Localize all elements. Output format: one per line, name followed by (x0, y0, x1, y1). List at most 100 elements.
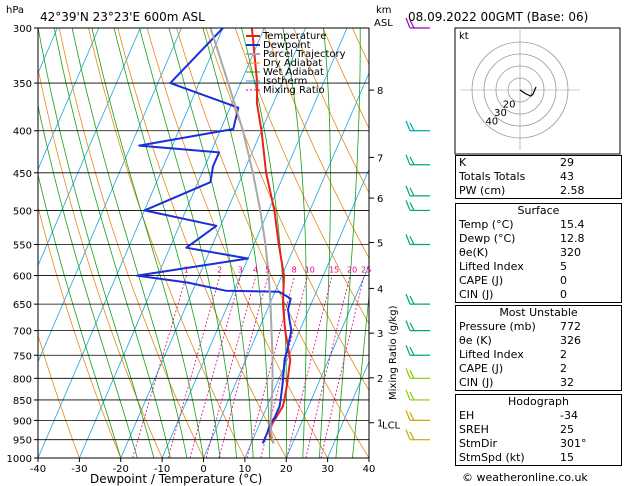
mixing-ratio-label: 4 (253, 266, 258, 275)
table-value: 32 (560, 376, 574, 389)
wind-barb (405, 320, 430, 332)
km-tick-label: 4 (377, 284, 383, 295)
credit: © weatheronline.co.uk (462, 471, 588, 484)
mixing-ratio-label: 10 (305, 266, 315, 275)
pressure-tick-label: 800 (13, 374, 32, 385)
table-label: EH (459, 409, 475, 422)
most-unstable-table: Most Unstable Pressure (mb) 772 θe (K) 326 L… (455, 305, 622, 391)
mixing-ratio-label: 8 (292, 266, 297, 275)
mixing-ratio-lines (132, 275, 365, 458)
table-row: Dewp (°C) 12.8 (456, 232, 621, 246)
x-tick-label: -20 (113, 464, 129, 475)
table-row: CAPE (J) 0 (456, 274, 621, 288)
wind-barb (405, 293, 430, 305)
table-row: θe(K) 320 (456, 246, 621, 260)
table-row: CIN (J) 32 (456, 376, 621, 390)
mixing-ratio-label: 1 (184, 266, 189, 275)
x-tick-label: 0 (200, 464, 206, 475)
mixing-ratio-line (205, 275, 257, 458)
x-tick-label: 10 (239, 464, 252, 475)
mixing-ratio-line (305, 275, 351, 458)
table-row: Lifted Index 2 (456, 348, 621, 362)
wind-barb (405, 429, 430, 441)
table-value: 320 (560, 246, 581, 259)
profiles (136, 28, 293, 444)
mixing-ratio-line (286, 275, 333, 458)
dry-adiabat-line (38, 333, 80, 458)
hodograph-ring-label: 20 (503, 99, 516, 110)
isotherm-line (244, 168, 369, 458)
table-row: θe (K) 326 (456, 334, 621, 348)
table-value: 15 (560, 451, 574, 464)
legend-entry: Dry Adiabat (263, 58, 322, 69)
table-label: CAPE (J) (459, 274, 504, 287)
table-value: 2.58 (560, 184, 585, 197)
legend-entry: Parcel Trajectory (263, 49, 346, 60)
km-tick-label: 6 (377, 194, 383, 205)
most-unstable-title: Most Unstable (499, 306, 578, 319)
legend-entry: Temperature (262, 31, 326, 42)
table-value: 25 (560, 423, 574, 436)
dry-adiabat-line (264, 28, 369, 259)
km-tick-label: 1 (377, 419, 383, 430)
dry-adiabat-line (58, 28, 204, 458)
pressure-tick-label: 600 (13, 272, 32, 283)
x-tick-label: 30 (321, 464, 334, 475)
table-row: CAPE (J) 2 (456, 362, 621, 376)
pressure-tick-label: 950 (13, 436, 32, 447)
wet-adiabat-line (38, 103, 138, 458)
km-tick-label: 2 (377, 374, 383, 385)
table-label: CIN (J) (459, 288, 494, 301)
surface-title: Surface (517, 204, 560, 217)
mixing-ratio-line (167, 275, 221, 458)
hodograph-ring-label: 30 (494, 108, 507, 119)
indices-table: K 29 Totals Totals 43 PW (cm) 2.58 (455, 155, 622, 199)
km-axis-label: km (376, 5, 392, 16)
wind-barbs (405, 17, 430, 441)
pressure-tick-label: 900 (13, 416, 32, 427)
table-value: 12.8 (560, 232, 585, 245)
table-label: K (459, 156, 467, 169)
hodograph-kt-label: kt (459, 31, 469, 42)
pressure-tick-label: 350 (13, 79, 32, 90)
mixing-ratio-line (320, 275, 365, 458)
wind-barb (405, 234, 430, 246)
mixing-ratio-label: 5 (265, 266, 270, 275)
table-value: 5 (560, 260, 567, 273)
table-label: SREH (459, 423, 489, 436)
wind-barb (405, 410, 430, 421)
km-tick-label: 7 (377, 153, 383, 164)
dry-adiabat-line (293, 28, 369, 194)
table-value: 43 (560, 170, 574, 183)
mixing-ratio-label: 20 (347, 266, 357, 275)
km-tick-label: 5 (377, 239, 383, 250)
isotherm-line (161, 28, 348, 458)
x-tick-label: 40 (363, 464, 376, 475)
pressure-tick-label: 650 (13, 300, 32, 311)
wet-adiabat-line (113, 28, 221, 458)
table-label: Totals Totals (459, 170, 526, 183)
location-title: 42°39'N 23°23'E 600m ASL (40, 10, 205, 24)
table-label: CAPE (J) (459, 362, 504, 375)
wet-adiabat-line (168, 28, 254, 458)
table-label: StmDir (459, 437, 498, 450)
isotherm-line (203, 72, 369, 458)
isobars (38, 28, 369, 458)
pressure-tick-label: 850 (13, 396, 32, 407)
wind-barb (405, 154, 430, 166)
table-value: 0 (560, 288, 567, 301)
table-value: 2 (560, 362, 567, 375)
wind-barb (405, 185, 430, 197)
wind-barb (405, 389, 430, 401)
table-value: 15.4 (560, 218, 585, 231)
table-label: Temp (°C) (459, 218, 514, 231)
table-label: Lifted Index (459, 348, 524, 361)
hpa-axis-label: hPa (6, 5, 24, 16)
table-row: Temp (°C) 15.4 (456, 218, 621, 232)
legend-entry: Mixing Ratio (263, 85, 325, 96)
axes: 3003504004505005506006507007508008509009… (7, 24, 401, 475)
mixing-ratio-label: 2 (217, 266, 222, 275)
legend-entry: Isotherm (263, 76, 307, 87)
